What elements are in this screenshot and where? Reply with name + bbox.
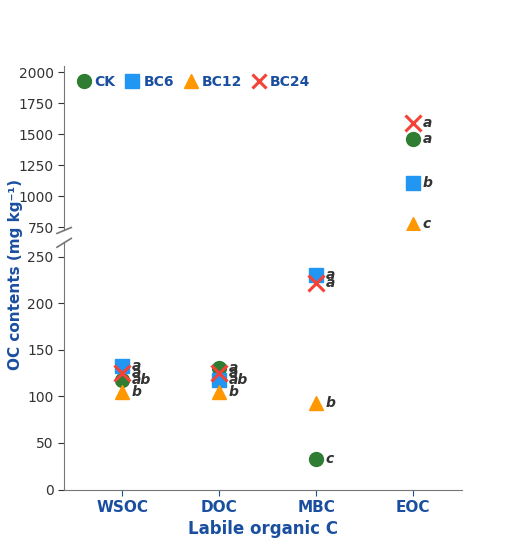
Legend: CK, BC6, BC12, BC24: CK, BC6, BC12, BC24 [71, 70, 316, 95]
Text: b: b [229, 385, 239, 399]
Text: a: a [326, 276, 336, 290]
X-axis label: Labile organic C: Labile organic C [188, 520, 338, 538]
Text: a: a [423, 116, 432, 130]
Text: OC contents (mg kg⁻¹): OC contents (mg kg⁻¹) [8, 179, 23, 371]
Text: a: a [132, 359, 142, 373]
Text: b: b [326, 396, 336, 410]
Text: b: b [423, 175, 433, 190]
Text: ab: ab [229, 373, 248, 387]
Text: c: c [326, 452, 334, 466]
Text: a: a [132, 366, 142, 380]
Text: a: a [326, 268, 336, 282]
Text: a: a [229, 361, 239, 376]
Text: b: b [132, 385, 142, 399]
Text: a: a [229, 366, 239, 380]
Text: ab: ab [132, 373, 151, 387]
Text: c: c [423, 217, 431, 230]
Text: a: a [423, 132, 432, 146]
